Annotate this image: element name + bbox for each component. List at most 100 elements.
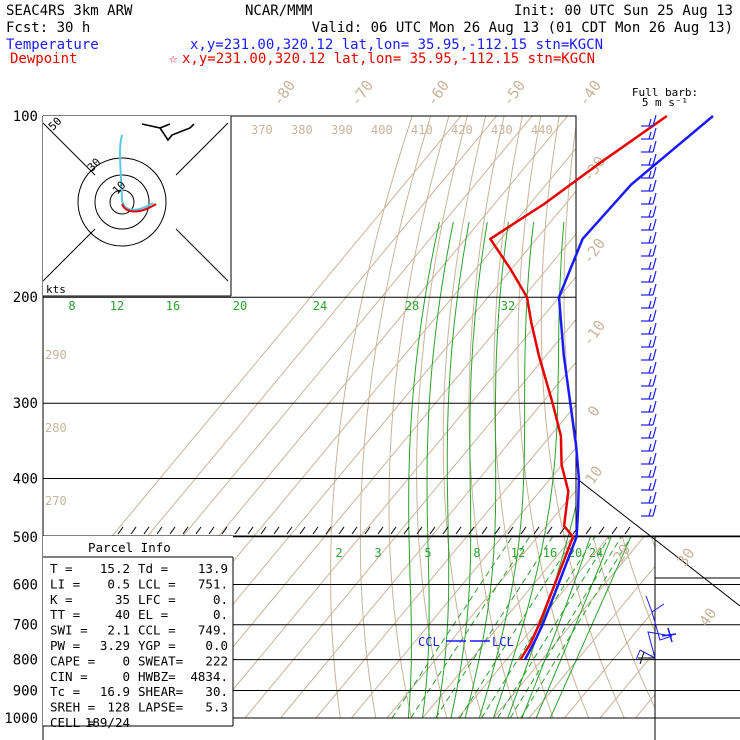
theta-label: 280 — [45, 421, 67, 435]
moist-adiabat — [436, 536, 450, 719]
dry-adiabat — [330, 116, 413, 536]
level-tick — [520, 526, 527, 535]
parcel-param-name: SHEAR= — [138, 684, 183, 699]
pressure-tick-label: 500 — [13, 530, 38, 546]
dry-adiabat — [649, 116, 740, 718]
sounding-traces — [489, 114, 714, 661]
wind-barb-icon — [641, 153, 657, 166]
isotherm-line — [173, 536, 326, 719]
moist-adiabat — [426, 221, 454, 536]
level-tick — [416, 526, 423, 535]
level-tick — [494, 526, 501, 535]
moist-adiabat — [408, 221, 440, 536]
dry-adiabat — [388, 536, 412, 719]
isotherm-line — [244, 536, 397, 719]
theta-label: 370 — [251, 123, 273, 137]
parcel-param-value: 0.5 — [107, 576, 130, 591]
wind-barbs — [641, 114, 657, 517]
dry-adiabat — [359, 116, 432, 536]
pressure-tick-label: 300 — [13, 396, 38, 412]
level-tick — [455, 526, 462, 535]
theta-label: 440 — [531, 123, 553, 137]
mixing-ratio-label: 28 — [405, 299, 419, 313]
parcel-param-value: 751. — [198, 576, 228, 591]
parcel-param-name: SWEAT= — [138, 653, 183, 668]
wind-barb-icon — [641, 205, 657, 218]
parcel-param-name: CCL = — [138, 623, 176, 638]
wind-barb-icon — [641, 231, 657, 244]
level-tick — [377, 526, 384, 535]
mixing-ratio-label: 24 — [589, 546, 603, 560]
level-ticks — [117, 526, 631, 535]
level-tick — [364, 526, 371, 535]
mixing-ratio-label: 16 — [166, 299, 180, 313]
isotherm-line — [289, 190, 576, 536]
isotherm-line — [111, 116, 462, 536]
dry-adiabat — [650, 536, 655, 550]
moist-adiabat — [543, 221, 565, 536]
level-tick — [299, 526, 306, 535]
parcel-param-value: 5.3 — [205, 700, 228, 715]
pressure-tick-label: 700 — [13, 618, 38, 634]
parcel-param-value: 222 — [205, 653, 228, 668]
mixing-ratio-label: 12 — [110, 299, 124, 313]
level-tick — [208, 526, 215, 535]
wind-barb-icon — [641, 491, 657, 504]
parcel-param-value: 2.1 — [107, 623, 130, 638]
theta-label: 430 — [491, 123, 513, 137]
wind-barb-icon — [641, 322, 657, 335]
level-tick — [481, 526, 488, 535]
level-tick — [195, 526, 202, 535]
level-tick — [546, 526, 553, 535]
level-tick — [143, 526, 150, 535]
parcel-param-name: CAPE = — [50, 653, 95, 668]
wind-barb-icon — [641, 387, 657, 400]
mixing-ratio-label: 8 — [68, 299, 75, 313]
dry-adiabat — [330, 536, 341, 719]
dry-adiabat — [468, 116, 505, 536]
wind-barb-icon — [641, 439, 657, 452]
wind-barb-icon — [641, 270, 657, 283]
theta-label: 380 — [291, 123, 313, 137]
wind-barb-icon — [641, 244, 657, 257]
moist-adiabat — [478, 536, 521, 719]
wind-barb-icon — [641, 296, 657, 309]
isotherm-line — [528, 565, 655, 719]
mixing-ratio-label: 16 — [543, 546, 557, 560]
level-tick — [260, 526, 267, 535]
isotherm-label: -30 — [579, 153, 609, 186]
wind-barb-icon — [641, 166, 657, 179]
barb-key-title: Full barb: — [632, 86, 698, 99]
mixing-ratio-label: 32 — [501, 299, 515, 313]
pressure-tick-label: 100 — [13, 109, 38, 125]
theta-label: 410 — [411, 123, 433, 137]
mixing-ratio-lines — [391, 536, 632, 719]
wind-barb-icon — [641, 452, 657, 465]
ccl-lcl-markers: CCL LCL — [418, 635, 514, 649]
wind-barb-icon — [641, 361, 657, 374]
init-time: Init: 00 UTC Sun 25 Aug 13 — [514, 3, 733, 19]
level-tick — [624, 526, 631, 535]
level-tick — [130, 526, 137, 535]
parcel-param-value: 3.29 — [100, 638, 130, 653]
moist-adiabat — [464, 536, 496, 719]
isotherm-line — [147, 116, 497, 536]
dry-adiabat — [563, 123, 576, 456]
wind-barb-icon — [641, 400, 657, 413]
isotherm-line — [280, 536, 433, 719]
dry-adiabat — [493, 116, 523, 536]
model-title: SEAC4RS 3km ARW — [6, 3, 133, 19]
isotherm-label: 10 — [581, 463, 606, 488]
parcel-param-value: 16.9 — [100, 684, 130, 699]
wind-barb-icon — [641, 283, 657, 296]
dry-adiabats — [330, 116, 740, 719]
pressure-tick-label: 900 — [13, 683, 38, 699]
level-tick — [390, 526, 397, 535]
theta-label: 390 — [331, 123, 353, 137]
level-tick — [338, 526, 345, 535]
temperature-legend: Temperature — [6, 37, 99, 53]
isotherm-line — [360, 275, 576, 536]
dry-adiabat — [592, 536, 655, 710]
level-tick — [559, 526, 566, 535]
isotherm-line — [324, 233, 576, 536]
